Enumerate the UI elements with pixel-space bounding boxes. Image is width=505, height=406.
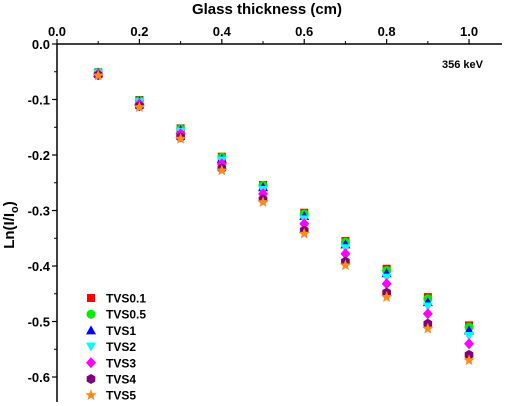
legend-label: TVS0.5 [106,308,146,322]
energy-annotation: 356 keV [442,59,484,71]
data-point-diamond [381,278,392,290]
legend-marker-star [85,389,97,401]
y-tick-label: -0.3 [28,204,50,219]
x-axis-title: Glass thickness (cm) [192,1,342,18]
legend-marker-square [87,294,95,302]
legend-marker-hexagon [86,374,96,384]
data-point-diamond [464,338,475,350]
data-point-diamond [340,248,351,260]
y-tick-label: -0.6 [28,370,50,385]
y-tick-label: -0.1 [28,93,50,108]
data-point-diamond [422,308,433,320]
legend-marker-diamond [86,357,96,369]
legend-marker-triangle-down [86,342,96,352]
y-tick-label: -0.5 [28,315,50,330]
y-tick-label: -0.2 [28,148,50,163]
data-points [92,67,475,366]
data-point-star [257,196,269,208]
y-axis-title: Ln(I/Io) [1,201,21,249]
data-point-triangle-down [381,273,392,283]
legend-label: TVS1 [106,324,136,338]
legend-label: TVS2 [106,340,136,354]
data-point-star [92,69,104,81]
data-point-star [463,354,475,366]
x-tick-label: 1.0 [460,24,478,39]
y-tick-label: -0.4 [28,259,51,274]
data-point-star [380,291,393,302]
data-point-diamond [299,218,310,230]
legend-label: TVS0.1 [106,292,146,306]
data-point-star [298,227,310,239]
data-point-star [216,164,228,176]
y-tick-label: 0.0 [32,37,50,52]
axes: 0.0 0.2 0.4 0.6 0.8 1.0 0.0 -0.1 -0.2 -0.3 -0.4 -0.… [28,24,502,402]
x-tick-label: 0.0 [48,24,66,39]
x-tick-label: 0.6 [295,24,313,39]
legend: TVS0.1 TVS0.5 TVS1 TVS2 TVS3 TVS4 TVS5 [85,292,146,403]
legend-marker-triangle-up [86,325,96,335]
data-point-star [174,132,187,144]
x-tick-label: 0.2 [130,24,148,39]
data-point-star [422,322,434,334]
data-point-triangle-down [464,331,475,341]
data-point-triangle-down [422,302,433,312]
x-tick-label: 0.4 [213,24,232,39]
legend-marker-circle [86,309,96,319]
data-point-star [339,259,352,271]
data-point-star [133,101,146,113]
legend-label: TVS5 [106,389,136,403]
x-tick-label: 0.8 [378,24,396,39]
legend-label: TVS4 [106,373,136,387]
legend-label: TVS3 [106,356,136,370]
